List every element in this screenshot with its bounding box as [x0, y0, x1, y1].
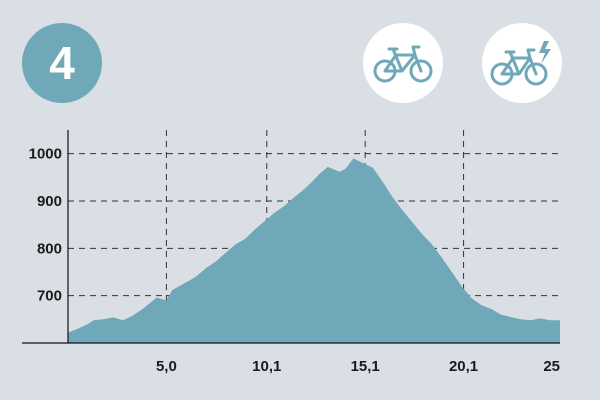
- x-axis-labels: 5,0 10,1 15,1 20,1 25: [156, 358, 560, 375]
- electric-bicycle-icon: [490, 41, 551, 86]
- axes: [22, 130, 560, 344]
- stage-number: 4: [49, 37, 75, 89]
- y-tick-label: 800: [37, 240, 62, 257]
- y-tick-label: 1000: [29, 146, 62, 163]
- y-tick-label: 900: [37, 193, 62, 210]
- y-tick-label: 700: [37, 288, 62, 305]
- x-tick-label: 5,0: [156, 358, 177, 375]
- y-axis-labels: 700 800 900 1000: [29, 146, 62, 305]
- electric-bicycle-badge: [482, 23, 562, 103]
- x-tick-label: 20,1: [449, 358, 478, 375]
- elevation-series: [68, 158, 560, 343]
- bicycle-icon: [373, 45, 433, 83]
- x-tick-label: 15,1: [351, 358, 380, 375]
- stage-number-badge: 4: [22, 23, 102, 103]
- elevation-area: [68, 158, 560, 343]
- x-tick-label: 25: [543, 358, 560, 375]
- x-tick-label: 10,1: [252, 358, 281, 375]
- bicycle-badge: [363, 23, 443, 103]
